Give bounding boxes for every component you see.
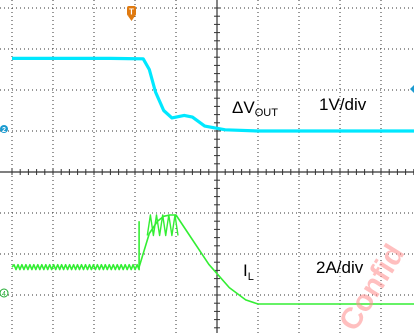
vout-label-subscript: OUT (255, 107, 279, 119)
il-switching-spikes (146, 214, 179, 237)
il-label-subscript: L (248, 271, 254, 283)
svg-text:IL: IL (243, 261, 254, 283)
vout-trace-core (12, 57, 414, 132)
ch4-marker-label: 4 (2, 291, 6, 298)
ch4-marker-icon: 4 (0, 288, 9, 298)
vout-label: ΔVOUT (232, 98, 278, 119)
il-scale-label: 2A/div (316, 258, 364, 277)
vout-label-prefix: ΔV (232, 98, 255, 117)
il-label: IL (243, 261, 254, 283)
svg-text:ΔVOUT: ΔVOUT (232, 98, 278, 119)
il-trace (11, 214, 414, 305)
il-label-prefix: I (243, 261, 248, 280)
vout-offscreen-arrow-icon (410, 85, 414, 93)
trigger-marker: T (127, 6, 136, 21)
trigger-letter: T (129, 8, 134, 17)
traces (11, 56, 414, 305)
ch2-marker-label: 2 (2, 127, 6, 134)
vout-scale-label: 1V/div (319, 95, 367, 114)
ch2-marker-icon: 2 (0, 125, 8, 134)
